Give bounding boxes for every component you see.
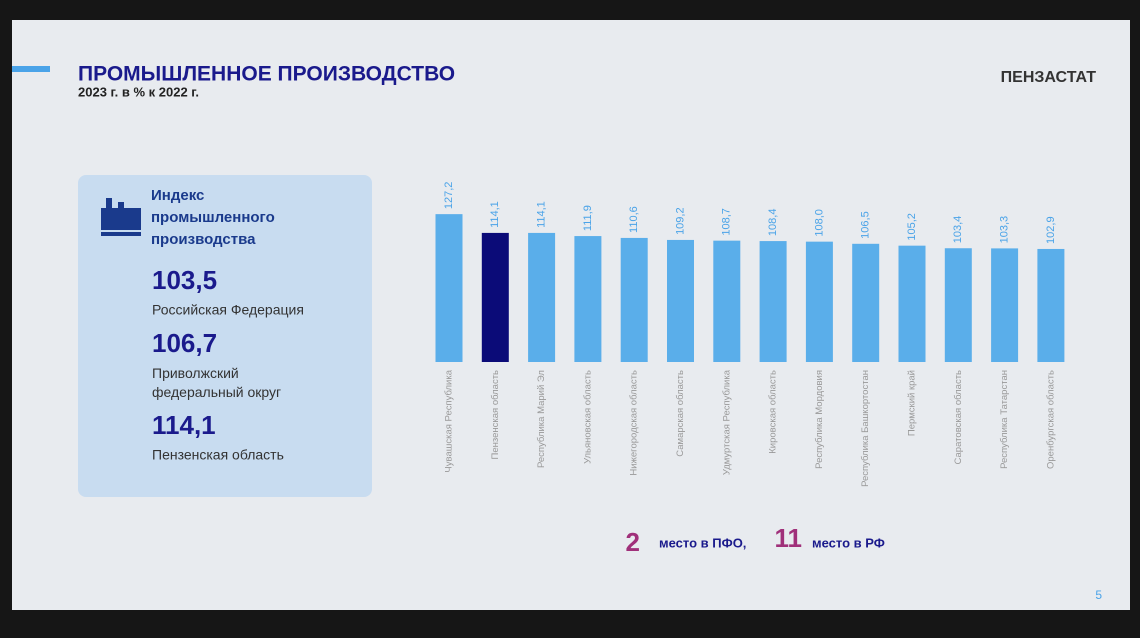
rank-pfo: 2 [626, 527, 640, 557]
subtitle: 2023 г. в % к 2022 г. [78, 84, 199, 99]
panel-value: 114,1 [152, 410, 216, 440]
category-label: Нижегородская область [629, 370, 640, 476]
rank-rf-text: место в РФ [812, 535, 885, 550]
category-label: Саратовская область [953, 370, 964, 464]
bar [1037, 248, 1065, 362]
bar [759, 241, 787, 362]
panel-label: Российская Федерация [152, 302, 304, 318]
value-label: 114,1 [536, 201, 548, 228]
title: ПРОМЫШЛЕННОЕ ПРОИЗВОДСТВО [78, 63, 455, 86]
rank-pfo-text: место в ПФО, [659, 535, 746, 550]
category-label: Оренбургская область [1045, 370, 1056, 469]
info-panel [78, 175, 372, 497]
bar [435, 214, 463, 362]
bar [991, 248, 1019, 362]
bar [481, 232, 509, 362]
bar [898, 245, 926, 362]
panel-value: 106,7 [152, 328, 217, 358]
category-label: Удмуртская Республика [721, 369, 732, 475]
bar [805, 241, 833, 362]
value-label: 106,5 [860, 211, 872, 239]
bar [574, 236, 602, 362]
bar [620, 237, 648, 362]
bar [667, 239, 694, 362]
category-label: Самарская область [675, 370, 686, 457]
bar [852, 243, 880, 362]
accent [12, 66, 50, 72]
value-label: 110,6 [628, 206, 640, 233]
bar [713, 240, 741, 362]
panel-label: Пензенская область [152, 447, 284, 463]
rank-rf: 11 [775, 523, 803, 553]
category-label: Республика Мордовия [814, 370, 825, 469]
value-label: 109,2 [674, 207, 686, 235]
value-label: 114,1 [489, 201, 501, 228]
value-label: 102,9 [1045, 216, 1057, 244]
value-label: 108,4 [767, 209, 779, 237]
panel-value: 103,5 [152, 265, 217, 295]
category-label: Республика Башкортостан [860, 370, 871, 487]
value-label: 105,2 [906, 213, 918, 241]
category-label: Ульяновская область [582, 370, 593, 464]
value-label: 103,3 [999, 216, 1011, 244]
value-label: 108,0 [813, 209, 825, 237]
factory-icon [101, 198, 141, 236]
bar [528, 232, 556, 362]
value-label: 127,2 [443, 182, 455, 210]
panel-label: Приволжский федеральный округ [152, 365, 281, 400]
category-label: Кировская область [768, 370, 779, 454]
category-label: Чувашская Республика [444, 369, 455, 472]
value-label: 111,9 [582, 205, 594, 231]
panel-title: Индекс промышленного производства [151, 187, 275, 248]
bar [944, 248, 972, 362]
value-label: 108,7 [721, 208, 733, 236]
page-number: 5 [1095, 588, 1102, 602]
category-label: Пензенская область [490, 370, 501, 460]
brand: ПЕНЗАСТАТ [1001, 69, 1097, 86]
category-label: Пермский край [907, 370, 918, 436]
category-label: Республика Татарстан [999, 370, 1010, 469]
value-label: 103,4 [952, 216, 964, 244]
category-label: Республика Марий Эл [536, 370, 547, 468]
